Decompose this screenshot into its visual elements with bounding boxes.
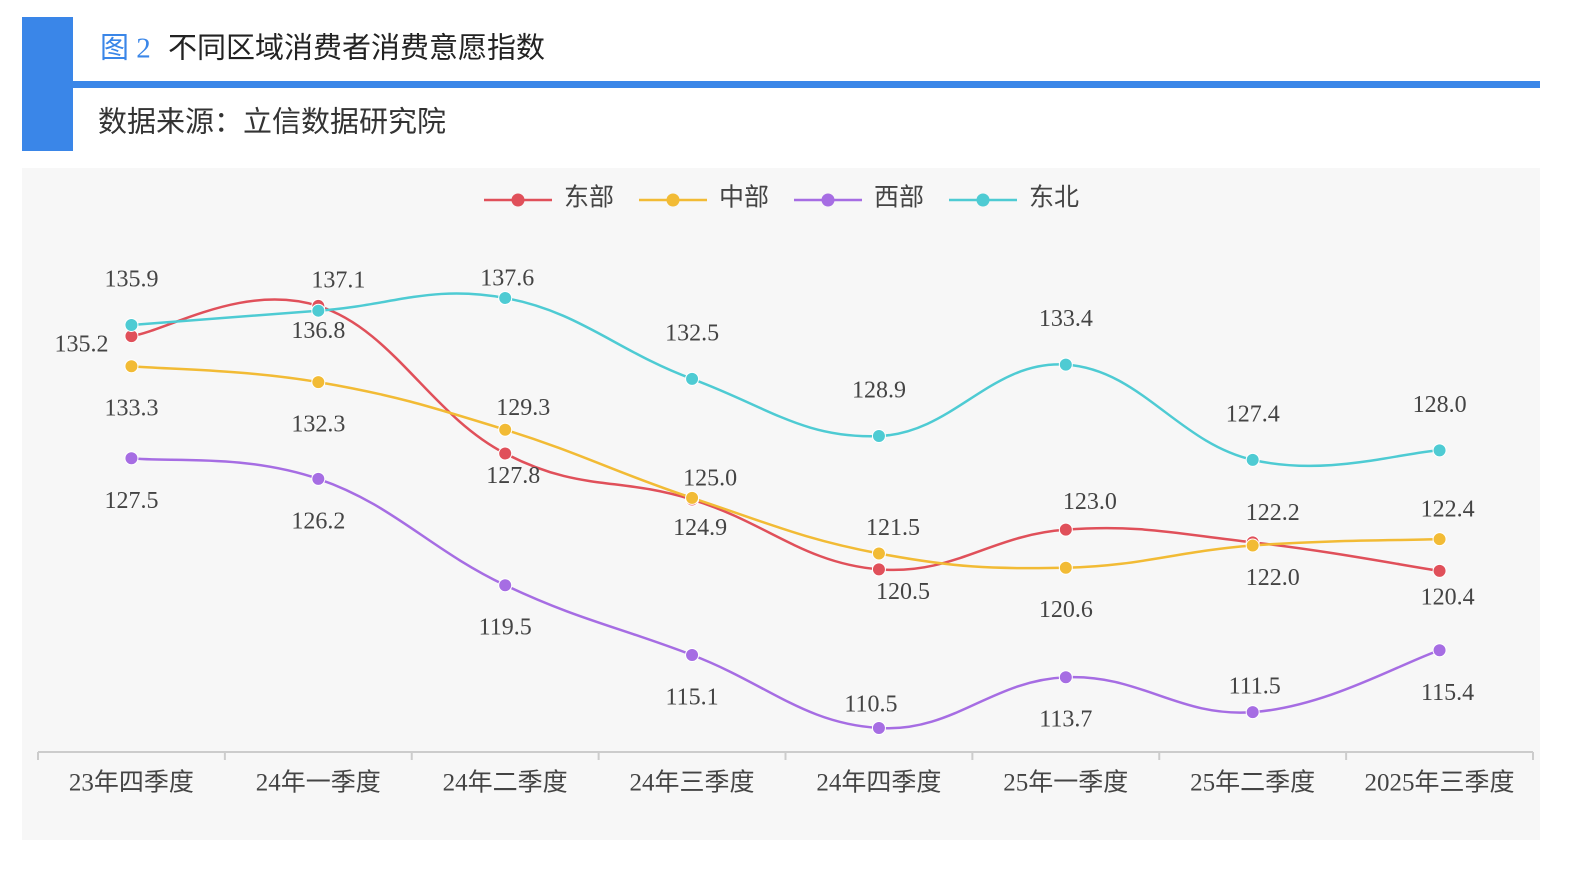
source: 数据来源：立信数据研究院: [98, 106, 446, 139]
data-point: [498, 291, 513, 305]
data-point: [498, 446, 513, 461]
data-point: [498, 578, 513, 593]
data-point: [685, 648, 700, 663]
data-label: 113.7: [1039, 707, 1092, 733]
data-label: 125.0: [683, 465, 737, 491]
x-tick-label: 24年四季度: [816, 769, 941, 797]
series-line: [131, 298, 1440, 573]
data-label: 133.4: [1039, 306, 1093, 332]
data-point: [1058, 670, 1073, 685]
data-label: 127.5: [104, 488, 158, 514]
legend-marker: [821, 193, 835, 207]
data-point: [685, 490, 700, 505]
data-point: [124, 359, 139, 374]
data-point: [1432, 643, 1447, 658]
data-label: 115.1: [666, 685, 719, 711]
x-tick-label: 2025年三季度: [1365, 769, 1515, 797]
data-label: 121.5: [866, 515, 920, 541]
data-point: [871, 562, 886, 577]
data-label: 137.1: [311, 267, 365, 293]
legend-label: 东北: [1029, 184, 1079, 212]
data-point: [871, 721, 886, 735]
data-label: 120.5: [876, 579, 930, 605]
data-point: [1432, 443, 1447, 458]
data-label: 132.3: [291, 412, 345, 438]
data-label: 119.5: [479, 615, 532, 641]
header-rule: [72, 81, 1540, 88]
x-tick-label: 23年四季度: [69, 769, 194, 797]
data-label: 111.5: [1229, 674, 1281, 700]
data-point: [1058, 357, 1073, 372]
data-label: 135.9: [104, 266, 158, 292]
x-tick-label: 24年二季度: [443, 769, 568, 797]
data-point: [1058, 560, 1073, 575]
data-label: 132.5: [665, 320, 719, 346]
data-label: 127.4: [1226, 401, 1280, 427]
title: 不同区域消费者消费意愿指数: [168, 32, 545, 65]
series-line: [131, 292, 1440, 468]
data-label: 115.4: [1421, 680, 1474, 706]
data-label: 110.5: [844, 692, 897, 718]
data-label: 122.4: [1421, 497, 1475, 523]
data-label: 120.4: [1421, 584, 1475, 610]
x-tick-label: 24年三季度: [630, 769, 755, 797]
legend-marker: [666, 193, 680, 207]
data-label: 137.6: [480, 266, 534, 292]
data-point: [1245, 452, 1260, 467]
legend-label: 中部: [719, 184, 769, 212]
figure-number: 图 2: [100, 33, 151, 65]
data-label: 122.0: [1246, 565, 1300, 591]
data-label: 128.0: [1413, 392, 1467, 418]
series-line: [131, 364, 1440, 570]
data-label: 120.6: [1039, 597, 1093, 623]
data-point: [498, 422, 513, 437]
data-point: [1432, 563, 1447, 578]
legend-marker: [511, 193, 525, 207]
data-point: [685, 371, 700, 386]
data-point: [1245, 538, 1260, 553]
data-label: 133.3: [104, 396, 158, 422]
data-point: [311, 471, 326, 486]
data-label: 129.3: [496, 395, 550, 421]
data-label: 122.2: [1246, 500, 1300, 526]
x-tick-label: 25年二季度: [1190, 769, 1315, 797]
legend-label: 西部: [874, 184, 924, 212]
data-point: [871, 429, 886, 444]
data-point: [311, 303, 326, 318]
legend-label: 东部: [564, 184, 614, 212]
data-label: 127.8: [486, 463, 540, 489]
data-label: 124.9: [673, 515, 727, 541]
x-tick-label: 25年一季度: [1003, 769, 1128, 797]
header-block: [22, 17, 73, 151]
data-point: [1245, 705, 1260, 720]
data-point: [124, 317, 139, 332]
data-point: [311, 375, 326, 390]
data-point: [124, 451, 139, 466]
data-point: [871, 546, 886, 561]
series-line: [131, 457, 1440, 730]
data-label: 135.2: [54, 332, 108, 358]
data-point: [1432, 532, 1447, 547]
data-label: 136.8: [291, 318, 345, 344]
data-point: [1058, 522, 1073, 537]
legend-marker: [976, 193, 990, 207]
x-tick-label: 24年一季度: [256, 769, 381, 797]
plot-background: [22, 168, 1540, 840]
data-label: 128.9: [852, 378, 906, 404]
data-label: 123.0: [1063, 489, 1117, 515]
data-label: 126.2: [291, 508, 345, 534]
